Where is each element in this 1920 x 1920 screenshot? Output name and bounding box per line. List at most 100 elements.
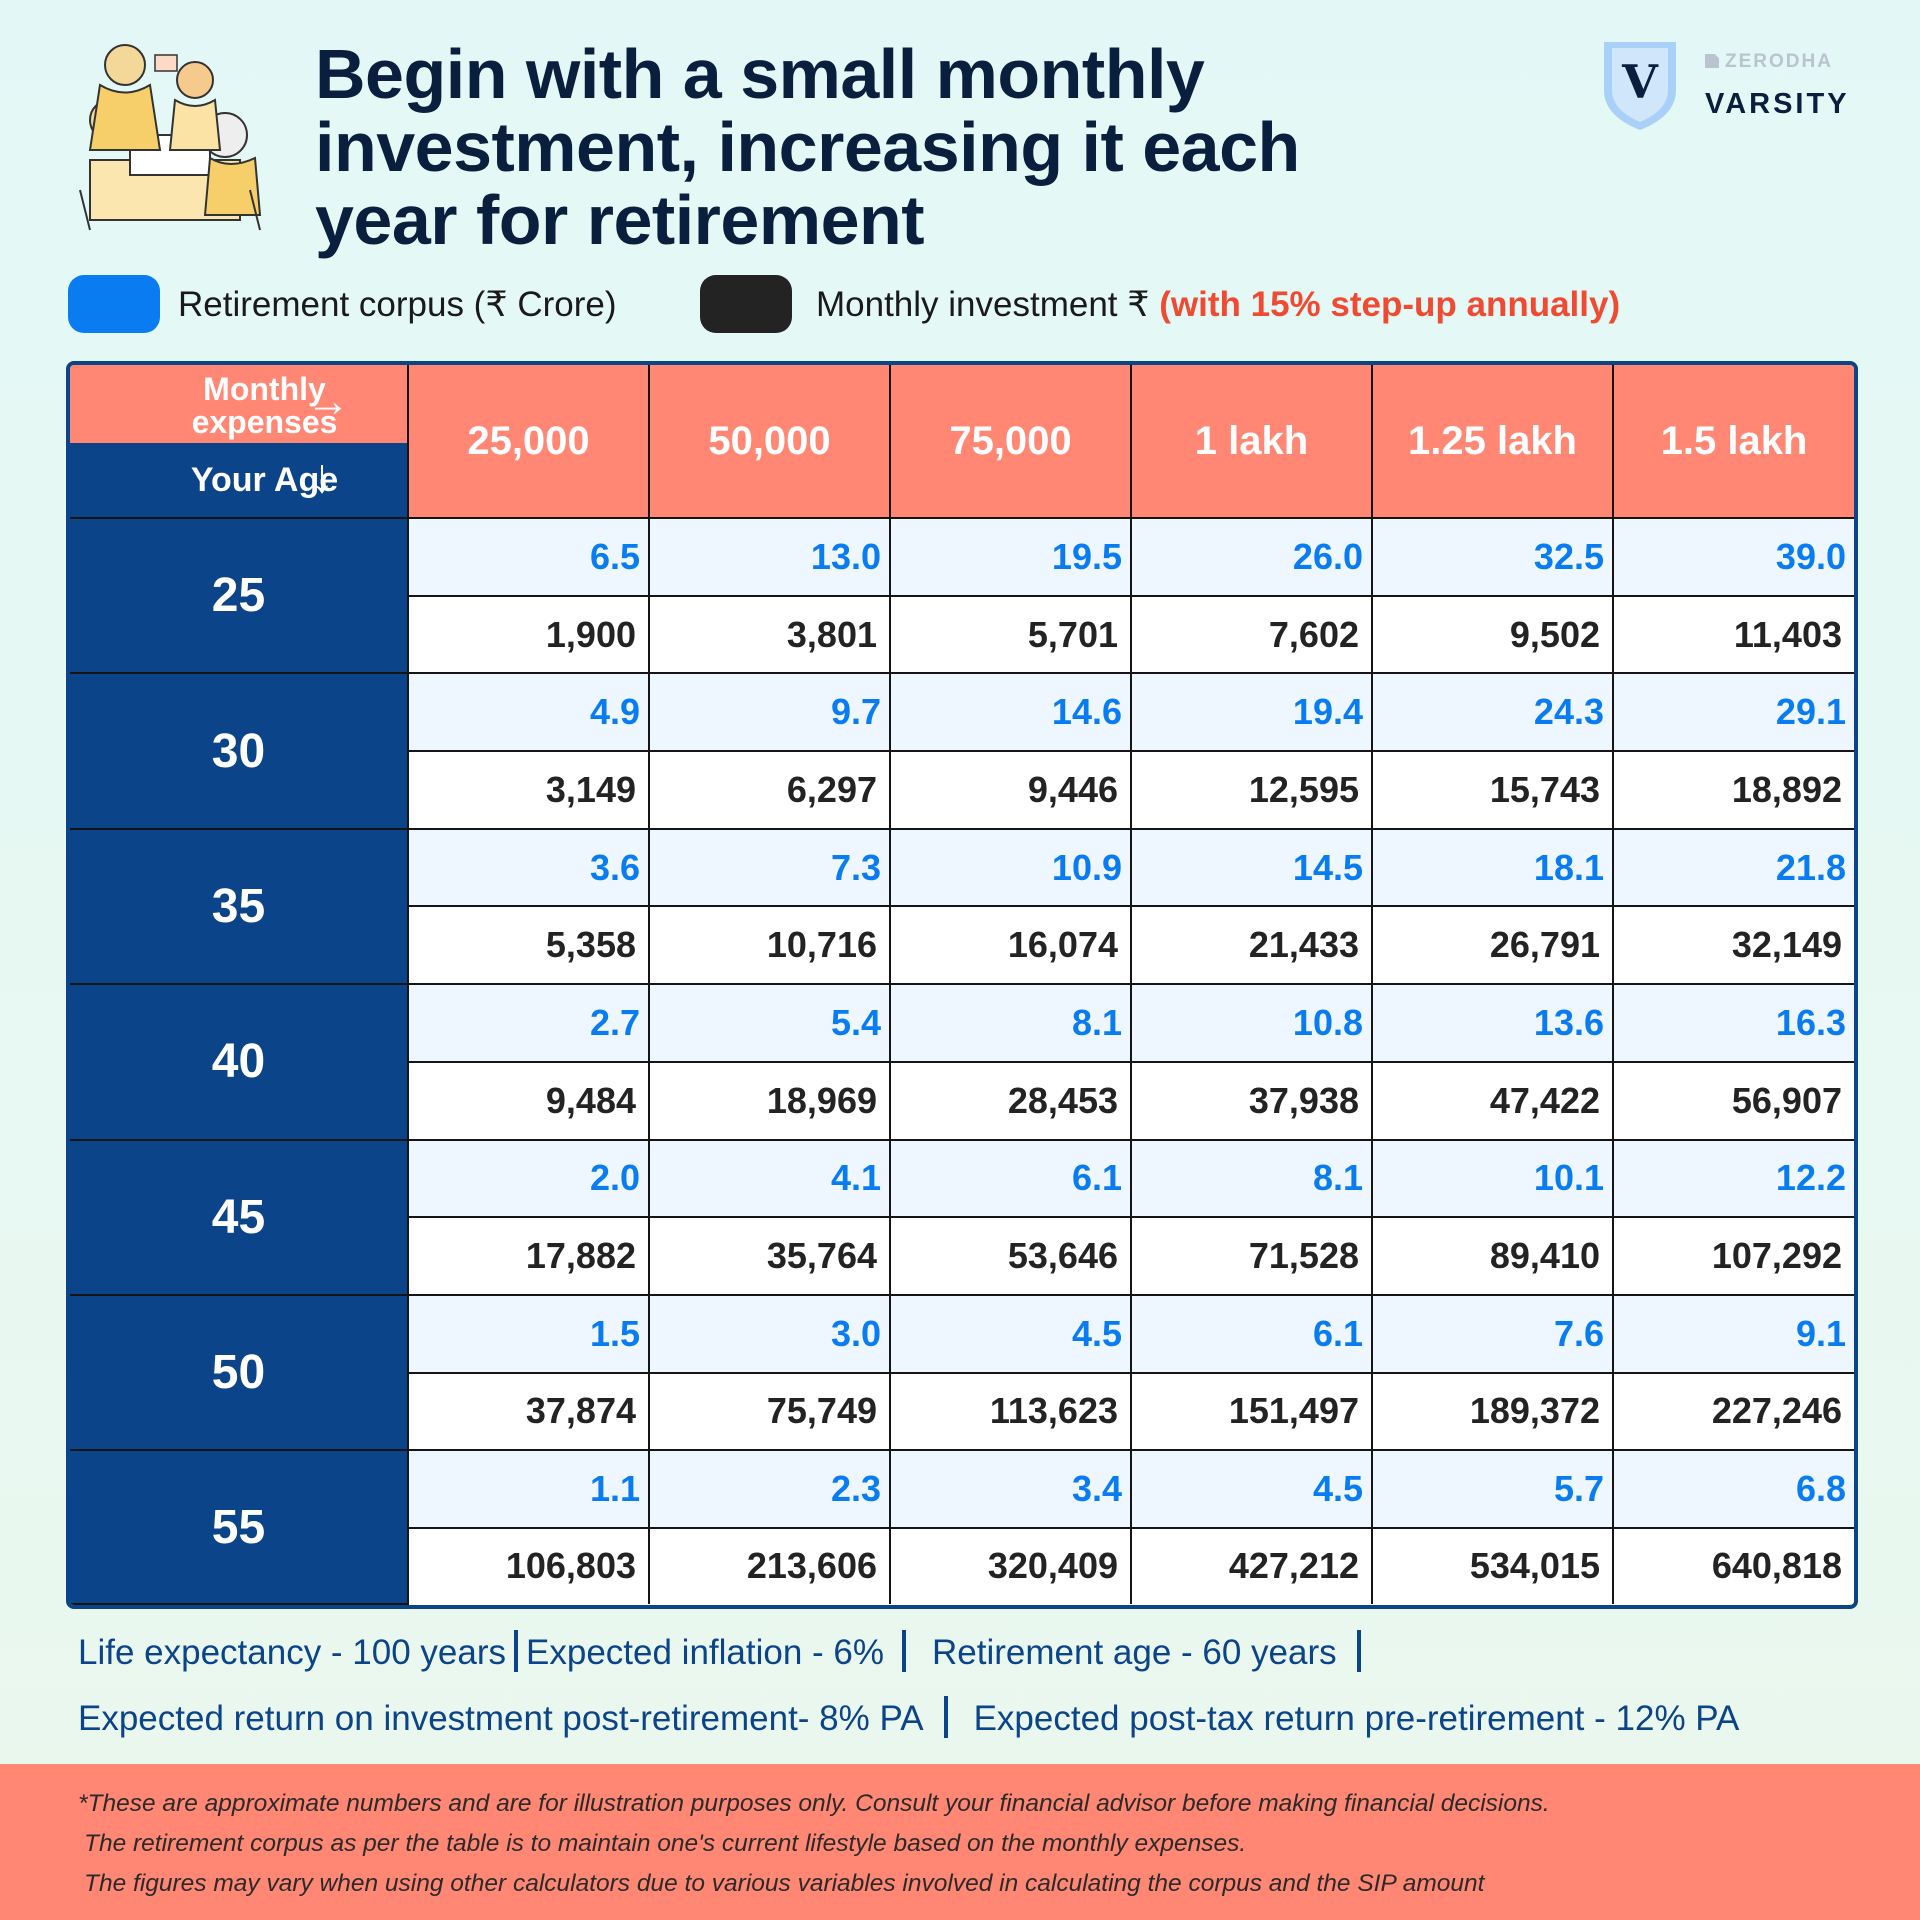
column-header: 1.5 lakh [1612,365,1854,519]
investment-cell: 320,409 [889,1526,1132,1604]
title-line-1: Begin with a small monthly [315,35,1205,113]
investment-legend-swatch [700,275,792,333]
investment-cell: 5,358 [407,905,650,986]
investment-row: 3,149 6,297 9,446 12,595 15,743 18,892 [70,750,1854,830]
investment-legend-label: Monthly investment ₹ (with 15% step-up a… [816,285,1621,324]
investment-cell: 37,874 [407,1371,650,1452]
investment-cell: 9,502 [1371,594,1614,675]
divider [943,1696,948,1738]
title-line-2: investment, increasing it each [315,108,1300,186]
corpus-cell: 12.2 [1612,1138,1854,1219]
investment-cell: 3,149 [407,750,650,830]
corpus-cell: 4.5 [889,1293,1132,1374]
corpus-cell: 7.3 [648,827,891,908]
retirement-age: Retirement age - 60 years [932,1633,1337,1672]
corpus-row: 30 4.9 9.7 14.6 19.4 24.3 29.1 [70,672,1854,830]
disclaimer-line-2: The retirement corpus as per the table i… [84,1830,1247,1857]
investment-cell: 26,791 [1371,905,1614,986]
page-title: Begin with a small monthly investment, i… [315,38,1515,257]
corpus-cell: 24.3 [1371,672,1614,753]
corpus-row: 40 2.7 5.4 8.1 10.8 13.6 16.3 [70,983,1854,1141]
table-header-row: Monthly expenses → Your Age ↓ 25,000 50,… [70,365,1854,519]
disclaimer-line-1: *These are approximate numbers and are f… [78,1790,1550,1817]
corpus-cell: 4.1 [648,1138,891,1219]
corpus-cell: 1.5 [407,1293,650,1374]
investment-cell: 53,646 [889,1216,1132,1296]
age-cell: 45 [70,1138,409,1296]
corpus-cell: 3.0 [648,1293,891,1374]
corpus-cell: 14.6 [889,672,1132,753]
corpus-cell: 9.7 [648,672,891,753]
investment-cell: 640,818 [1612,1526,1854,1604]
corpus-row: 35 3.6 7.3 10.9 14.5 18.1 21.8 [70,827,1854,986]
corpus-row: 50 1.5 3.0 4.5 6.1 7.6 9.1 [70,1293,1854,1452]
investment-cell: 18,969 [648,1060,891,1141]
corpus-cell: 2.7 [407,983,650,1063]
post-retirement-return: Expected return on investment post-retir… [78,1699,924,1738]
corpus-cell: 10.1 [1371,1138,1614,1219]
investment-cell: 107,292 [1612,1216,1854,1296]
investment-cell: 9,484 [407,1060,650,1141]
shield-logo-icon: V [1604,42,1676,130]
assumptions-line-2: Expected return on investment post-retir… [78,1696,1739,1739]
column-header: 25,000 [407,365,650,519]
your-age-label: Your Age [190,461,339,499]
pre-retirement-return: Expected post-tax return pre-retirement … [973,1699,1740,1738]
corpus-cell: 13.6 [1371,983,1614,1063]
corpus-cell: 6.1 [1130,1293,1373,1374]
corpus-cell: 6.1 [889,1138,1132,1219]
corpus-cell: 10.9 [889,827,1132,908]
investment-cell: 32,149 [1612,905,1854,986]
varsity-logo: V ZERODHA VARSITY [1600,38,1860,138]
divider [1356,1630,1361,1672]
corpus-row: 45 2.0 4.1 6.1 8.1 10.1 12.2 [70,1138,1854,1296]
corpus-cell: 4.9 [407,672,650,753]
column-header: 50,000 [648,365,891,519]
people-illustration [70,40,280,240]
corpus-cell: 18.1 [1371,827,1614,908]
investment-cell: 3,801 [648,594,891,675]
investment-cell: 106,803 [407,1526,650,1604]
investment-cell: 10,716 [648,905,891,986]
corpus-cell: 29.1 [1612,672,1854,753]
investment-cell: 11,403 [1612,594,1854,675]
disclaimer-footer: *These are approximate numbers and are f… [0,1764,1920,1920]
investment-cell: 75,749 [648,1371,891,1452]
investment-cell: 89,410 [1371,1216,1614,1296]
inflation: Expected inflation - 6% [526,1633,884,1672]
investment-cell: 18,892 [1612,750,1854,830]
corpus-cell: 1.1 [407,1449,650,1529]
investment-cell: 213,606 [648,1526,891,1604]
legend: Retirement corpus (₹ Crore) Monthly inve… [68,275,1868,335]
corpus-cell: 7.6 [1371,1293,1614,1374]
age-cell: 25 [70,516,409,675]
corpus-cell: 14.5 [1130,827,1373,908]
investment-cell: 37,938 [1130,1060,1373,1141]
shield-letter: V [1621,55,1659,109]
age-cell: 50 [70,1293,409,1452]
arrow-right-icon: → [306,377,350,426]
monthly-expenses-label: Monthly expenses [191,371,338,440]
corpus-cell: 6.8 [1612,1449,1854,1529]
corpus-cell: 19.5 [889,517,1132,597]
investment-cell: 12,595 [1130,750,1373,830]
brand-zerodha: ZERODHA [1725,51,1833,72]
investment-row: 1,900 3,801 5,701 7,602 9,502 11,403 [70,594,1854,675]
investment-cell: 113,623 [889,1371,1132,1452]
corpus-cell: 4.5 [1130,1449,1373,1529]
zerodha-mark-icon [1705,54,1719,68]
corpus-cell: 39.0 [1612,517,1854,597]
investment-cell: 35,764 [648,1216,891,1296]
corpus-cell: 2.3 [648,1449,891,1529]
corpus-cell: 8.1 [1130,1138,1373,1219]
corpus-row: 55 1.1 2.3 3.4 4.5 5.7 6.8 [70,1449,1854,1605]
column-header: 1.25 lakh [1371,365,1614,519]
investment-cell: 534,015 [1371,1526,1614,1604]
investment-row: 17,882 35,764 53,646 71,528 89,410 107,292 [70,1216,1854,1296]
corpus-cell: 32.5 [1371,517,1614,597]
investment-cell: 28,453 [889,1060,1132,1141]
corpus-cell: 19.4 [1130,672,1373,753]
table-corner: Monthly expenses → Your Age ↓ [70,365,409,519]
age-cell: 40 [70,983,409,1141]
investment-cell: 5,701 [889,594,1132,675]
